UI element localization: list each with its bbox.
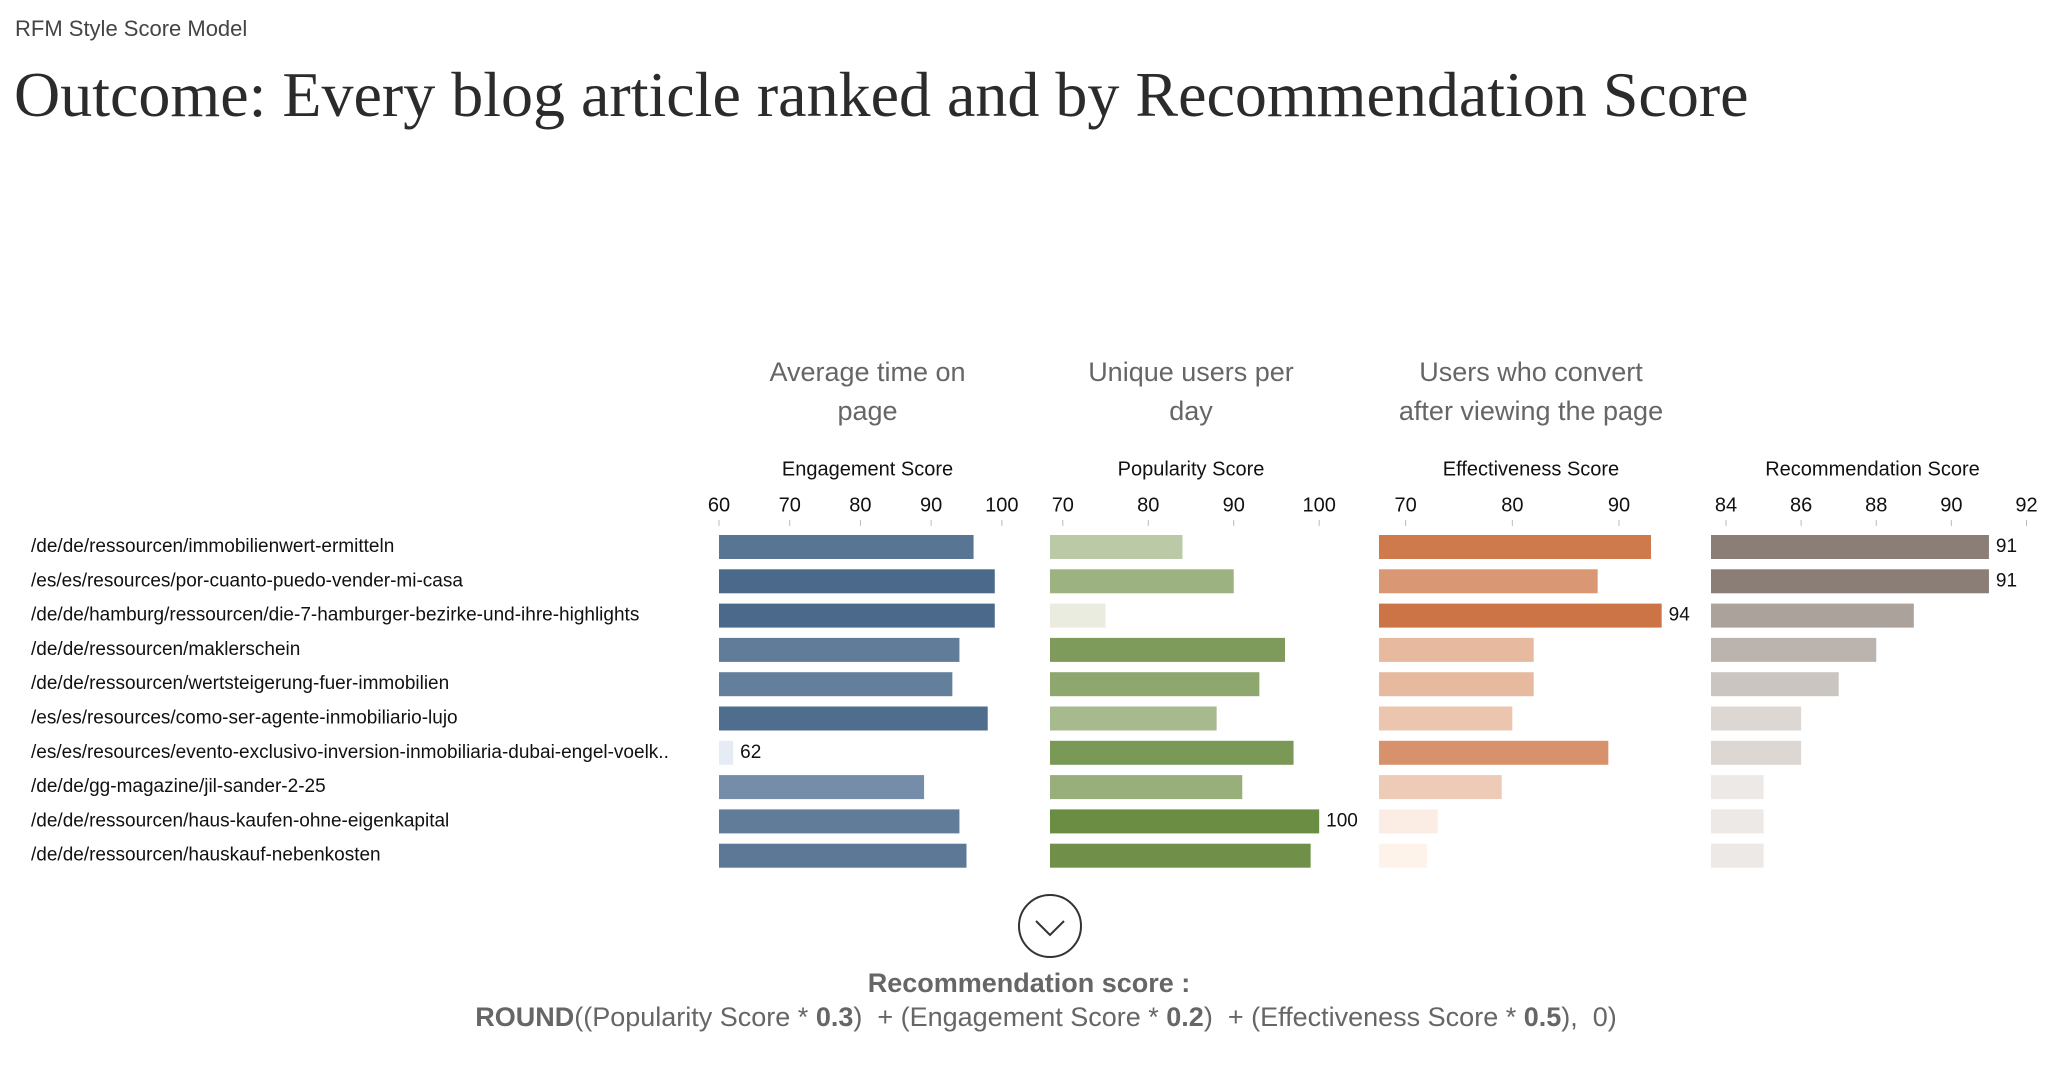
bar <box>1050 843 1311 868</box>
bar <box>1711 535 1989 559</box>
bar <box>1711 603 1914 628</box>
formula-part: ROUND <box>475 1002 575 1032</box>
bar <box>719 672 953 697</box>
chart-description: after viewing the page <box>1399 396 1663 426</box>
x-tick-label: 90 <box>1223 494 1245 516</box>
formula-part: 0.5 <box>1523 1002 1562 1032</box>
category-label: /de/de/ressourcen/immobilienwert-ermitte… <box>31 536 394 557</box>
bar <box>1711 637 1877 662</box>
formula-part: ), 0) <box>1561 1002 1617 1032</box>
data-label: 62 <box>740 742 761 763</box>
category-label: /es/es/resources/como-ser-agente-inmobil… <box>31 708 458 729</box>
formula-part: 0.3 <box>815 1002 854 1032</box>
category-label: /de/de/ressourcen/wertsteigerung-fuer-im… <box>31 673 449 694</box>
bar <box>1379 535 1651 559</box>
kicker: RFM Style Score Model <box>15 16 248 41</box>
axis-title: Effectiveness Score <box>1443 458 1619 480</box>
chart-description: Unique users per <box>1088 357 1294 387</box>
bar <box>1050 603 1106 628</box>
x-tick-label: 92 <box>2015 494 2037 516</box>
chevron-icon <box>1035 920 1065 937</box>
data-label: 100 <box>1326 810 1358 831</box>
category-label: /de/de/ressourcen/haus-kaufen-ohne-eigen… <box>31 810 449 831</box>
axis-title: Recommendation Score <box>1765 458 1980 480</box>
bar <box>719 843 967 868</box>
bar <box>1050 809 1320 834</box>
bar <box>1711 843 1764 868</box>
bar <box>719 637 960 662</box>
page-title: Outcome: Every blog article ranked and b… <box>14 59 1749 130</box>
x-tick-label: 100 <box>985 494 1018 516</box>
bar <box>719 535 974 559</box>
formula-title: Recommendation score : <box>867 968 1191 998</box>
bar <box>1711 740 1802 765</box>
bar <box>1050 672 1260 697</box>
data-label: 94 <box>1669 605 1691 626</box>
x-tick-label: 80 <box>1137 494 1159 516</box>
bar <box>1050 740 1294 765</box>
data-label: 91 <box>1996 570 2017 591</box>
x-tick-label: 70 <box>1052 494 1074 516</box>
x-tick-label: 84 <box>1715 494 1737 516</box>
x-tick-label: 70 <box>779 494 801 516</box>
bar <box>1379 809 1438 834</box>
category-label: /de/de/ressourcen/maklerschein <box>31 639 300 660</box>
bar <box>1379 775 1502 800</box>
bar <box>1379 672 1534 697</box>
bar <box>1379 603 1662 628</box>
x-tick-label: 86 <box>1790 494 1812 516</box>
bar <box>1050 637 1285 662</box>
bar <box>1711 672 1839 697</box>
formula-part: 0.2 <box>1166 1002 1204 1032</box>
chart-description: Average time on <box>769 357 965 387</box>
bar <box>1379 569 1598 594</box>
x-tick-label: 70 <box>1395 494 1417 516</box>
bar <box>1379 843 1427 868</box>
category-label: /es/es/resources/evento-exclusivo-invers… <box>31 742 669 763</box>
chart-description: day <box>1169 396 1213 426</box>
bar <box>1379 706 1513 731</box>
x-tick-label: 100 <box>1302 494 1335 516</box>
chart-description: Users who convert <box>1419 357 1643 387</box>
bar <box>1050 706 1217 731</box>
formula-part: ((Popularity Score * <box>574 1002 816 1032</box>
x-tick-label: 80 <box>849 494 871 516</box>
category-label: /es/es/resources/por-cuanto-puedo-vender… <box>31 570 463 591</box>
bar <box>1050 775 1243 800</box>
category-label: /de/de/ressourcen/hauskauf-nebenkosten <box>31 845 381 866</box>
bar <box>1711 569 1989 594</box>
x-tick-label: 90 <box>920 494 942 516</box>
bar <box>719 775 925 800</box>
data-label: 91 <box>1996 536 2017 557</box>
bar <box>1050 535 1183 559</box>
bar <box>719 569 995 594</box>
bar <box>1379 637 1534 662</box>
bar <box>1711 706 1802 731</box>
x-tick-label: 90 <box>1608 494 1630 516</box>
scroll-down-button[interactable] <box>1018 894 1082 958</box>
x-tick-label: 88 <box>1865 494 1887 516</box>
chart-description: page <box>837 396 897 426</box>
bar <box>719 809 960 834</box>
bar <box>1379 740 1609 765</box>
bar <box>719 706 988 731</box>
formula-part: ) + (Engagement Score * <box>853 1002 1167 1032</box>
bar <box>1711 775 1764 800</box>
category-label: /de/de/hamburg/ressourcen/die-7-hamburge… <box>31 605 639 626</box>
bar <box>719 740 734 765</box>
bar <box>1711 809 1764 834</box>
x-tick-label: 90 <box>1940 494 1962 516</box>
formula-part: ) + (Effectiveness Score * <box>1203 1002 1524 1032</box>
bar <box>1050 569 1234 594</box>
axis-title: Popularity Score <box>1118 458 1265 480</box>
x-tick-label: 60 <box>708 494 730 516</box>
category-label: /de/de/gg-magazine/jil-sander-2-25 <box>31 776 326 797</box>
axis-title: Engagement Score <box>782 458 953 480</box>
x-tick-label: 80 <box>1501 494 1523 516</box>
formula: ROUND((Popularity Score * 0.3) + (Engage… <box>0 1002 2058 1033</box>
bar <box>719 603 995 628</box>
